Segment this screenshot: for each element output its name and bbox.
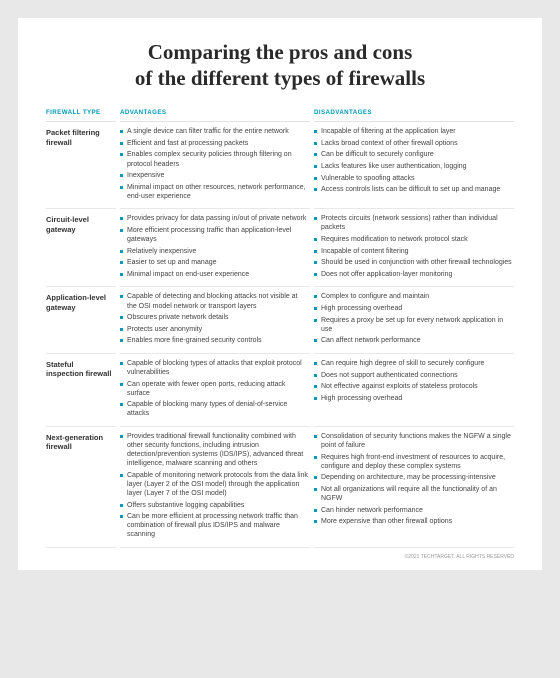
- title-line-2: of the different types of firewalls: [135, 66, 425, 90]
- list-item: More expensive than other firewall optio…: [314, 517, 512, 526]
- bullet-list: Provides privacy for data passing in/out…: [120, 214, 308, 279]
- list-item: Requires modification to network protoco…: [314, 235, 512, 244]
- list-item: Minimal impact on end-user experience: [120, 270, 308, 279]
- bullet-list: Capable of detecting and blocking attack…: [120, 292, 308, 345]
- row-label: Application-level gateway: [46, 287, 116, 353]
- list-item: Capable of monitoring network protocols …: [120, 471, 308, 498]
- list-item: Vulnerable to spoofing attacks: [314, 174, 512, 183]
- list-item: Lacks broad context of other firewall op…: [314, 139, 512, 148]
- list-item: Capable of blocking many types of denial…: [120, 400, 308, 418]
- list-item: Protects circuits (network sessions) rat…: [314, 214, 512, 232]
- list-item: Minimal impact on other resources, netwo…: [120, 183, 308, 201]
- advantages-cell: Capable of detecting and blocking attack…: [120, 287, 310, 353]
- bullet-list: Consolidation of security functions make…: [314, 432, 512, 526]
- list-item: Can require high degree of skill to secu…: [314, 359, 512, 368]
- list-item: Provides traditional firewall functional…: [120, 432, 308, 468]
- list-item: Requires high front-end investment of re…: [314, 453, 512, 471]
- list-item: Inexpensive: [120, 171, 308, 180]
- advantages-cell: A single device can filter traffic for t…: [120, 122, 310, 209]
- disadvantages-cell: Protects circuits (network sessions) rat…: [314, 209, 514, 287]
- list-item: Enables complex security policies throug…: [120, 150, 308, 168]
- list-item: High processing overhead: [314, 394, 512, 403]
- list-item: Consolidation of security functions make…: [314, 432, 512, 450]
- disadvantages-cell: Incapable of filtering at the applicatio…: [314, 122, 514, 209]
- list-item: Can be difficult to securely configure: [314, 150, 512, 159]
- page-title: Comparing the pros and cons of the diffe…: [46, 40, 514, 91]
- list-item: Can be more efficient at processing netw…: [120, 512, 308, 539]
- list-item: Lacks features like user authentication,…: [314, 162, 512, 171]
- disadvantages-cell: Consolidation of security functions make…: [314, 427, 514, 548]
- bullet-list: Capable of blocking types of attacks tha…: [120, 359, 308, 419]
- column-header-advantages: ADVANTAGES: [120, 109, 310, 122]
- list-item: Not effective against exploits of statel…: [314, 382, 512, 391]
- disadvantages-cell: Complex to configure and maintain High pr…: [314, 287, 514, 353]
- list-item: More efficient processing traffic than a…: [120, 226, 308, 244]
- column-header-disadvantages: DISADVANTAGES: [314, 109, 514, 122]
- list-item: Requires a proxy be set up for every net…: [314, 316, 512, 334]
- bullet-list: A single device can filter traffic for t…: [120, 127, 308, 201]
- list-item: Should be used in conjunction with other…: [314, 258, 512, 267]
- list-item: Not all organizations will require all t…: [314, 485, 512, 503]
- bullet-list: Protects circuits (network sessions) rat…: [314, 214, 512, 279]
- row-label: Circuit-level gateway: [46, 209, 116, 287]
- row-label: Next-generation firewall: [46, 427, 116, 548]
- disadvantages-cell: Can require high degree of skill to secu…: [314, 354, 514, 427]
- copyright-footer: ©2021 TECHTARGET. ALL RIGHTS RESERVED: [46, 548, 514, 560]
- page: Comparing the pros and cons of the diffe…: [18, 18, 542, 570]
- list-item: Does not offer application-layer monitor…: [314, 270, 512, 279]
- list-item: Complex to configure and maintain: [314, 292, 512, 301]
- list-item: Offers substantive logging capabilities: [120, 501, 308, 510]
- list-item: Depending on architecture, may be proces…: [314, 473, 512, 482]
- list-item: Does not support authenticated connectio…: [314, 371, 512, 380]
- title-line-1: Comparing the pros and cons: [148, 40, 413, 64]
- list-item: Incapable of filtering at the applicatio…: [314, 127, 512, 136]
- row-label: Packet filtering firewall: [46, 122, 116, 209]
- list-item: Obscures private network details: [120, 313, 308, 322]
- bullet-list: Can require high degree of skill to secu…: [314, 359, 512, 403]
- list-item: Relatively inexpensive: [120, 247, 308, 256]
- advantages-cell: Capable of blocking types of attacks tha…: [120, 354, 310, 427]
- list-item: Can hinder network performance: [314, 506, 512, 515]
- list-item: Can affect network performance: [314, 336, 512, 345]
- list-item: Easier to set up and manage: [120, 258, 308, 267]
- list-item: Capable of detecting and blocking attack…: [120, 292, 308, 310]
- list-item: Access controls lists can be difficult t…: [314, 185, 512, 194]
- list-item: Efficient and fast at processing packets: [120, 139, 308, 148]
- list-item: Enables more fine-grained security contr…: [120, 336, 308, 345]
- row-label: Stateful inspection firewall: [46, 354, 116, 427]
- advantages-cell: Provides traditional firewall functional…: [120, 427, 310, 548]
- column-header-type: FIREWALL TYPE: [46, 109, 116, 122]
- advantages-cell: Provides privacy for data passing in/out…: [120, 209, 310, 287]
- list-item: A single device can filter traffic for t…: [120, 127, 308, 136]
- bullet-list: Incapable of filtering at the applicatio…: [314, 127, 512, 194]
- bullet-list: Provides traditional firewall functional…: [120, 432, 308, 540]
- list-item: Capable of blocking types of attacks tha…: [120, 359, 308, 377]
- list-item: Incapable of content filtering: [314, 247, 512, 256]
- list-item: Protects user anonymity: [120, 325, 308, 334]
- list-item: High processing overhead: [314, 304, 512, 313]
- list-item: Can operate with fewer open ports, reduc…: [120, 380, 308, 398]
- list-item: Provides privacy for data passing in/out…: [120, 214, 308, 223]
- comparison-table: FIREWALL TYPE ADVANTAGES DISADVANTAGES P…: [46, 109, 514, 548]
- bullet-list: Complex to configure and maintain High pr…: [314, 292, 512, 345]
